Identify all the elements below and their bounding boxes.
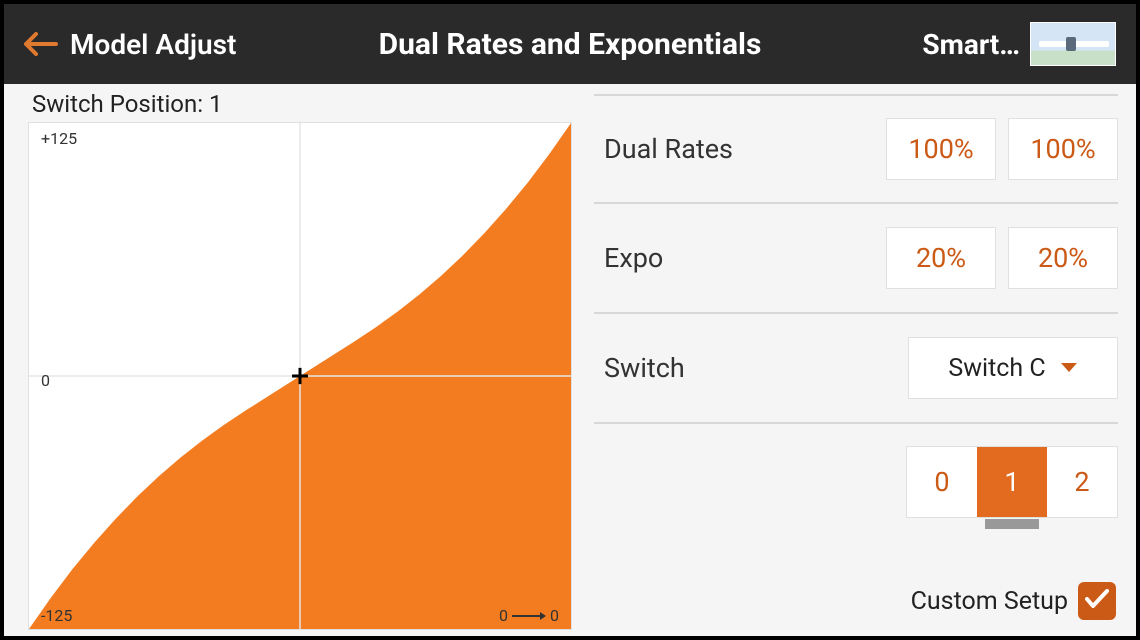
expo-label: Expo (594, 242, 874, 274)
settings-panel: Dual Rates 100% 100% Expo 20% 20% Switch… (584, 84, 1136, 636)
content: Switch Position: 1 +125 0 -125 0 0 Dual … (4, 84, 1136, 636)
back-label[interactable]: Model Adjust (70, 28, 236, 61)
expo-row: Expo 20% 20% (594, 204, 1118, 314)
custom-setup-row: Custom Setup (594, 582, 1118, 626)
dual-rate-right-value[interactable]: 100% (1008, 118, 1118, 180)
switch-position-label: Switch Position: 1 (6, 90, 582, 122)
dual-rates-label: Dual Rates (594, 133, 874, 165)
custom-setup-label: Custom Setup (911, 587, 1068, 616)
caret-down-icon (1060, 358, 1078, 379)
expo-right-value[interactable]: 20% (1008, 227, 1118, 289)
y-axis-bottom-label: -125 (41, 606, 72, 625)
back-arrow-icon[interactable] (24, 32, 58, 56)
checkmark-icon (1085, 586, 1109, 616)
page-title: Dual Rates and Exponentials (379, 27, 762, 62)
y-axis-top-label: +125 (41, 129, 77, 148)
model-thumbnail[interactable] (1030, 22, 1116, 66)
dual-rates-row: Dual Rates 100% 100% (594, 94, 1118, 204)
header-right: Smart… (922, 22, 1116, 66)
y-axis-mid-label: 0 (41, 371, 50, 390)
expo-curve-svg (29, 123, 571, 629)
switch-select-value: Switch C (948, 354, 1045, 383)
expo-chart: +125 0 -125 0 0 (28, 122, 572, 630)
chart-panel: Switch Position: 1 +125 0 -125 0 0 (4, 84, 584, 636)
position-0[interactable]: 0 (907, 447, 977, 517)
position-segmented-control: 0 1 2 (906, 446, 1118, 518)
x-axis-indicator: 0 0 (499, 606, 559, 625)
expo-left-value[interactable]: 20% (886, 227, 996, 289)
position-1[interactable]: 1 (977, 447, 1047, 517)
switch-select[interactable]: Switch C (908, 337, 1118, 399)
model-name[interactable]: Smart… (922, 28, 1020, 61)
position-2[interactable]: 2 (1047, 447, 1117, 517)
custom-setup-checkbox[interactable] (1078, 582, 1116, 620)
switch-row: Switch Switch C (594, 314, 1118, 424)
dual-rate-left-value[interactable]: 100% (886, 118, 996, 180)
switch-label: Switch (594, 352, 908, 384)
position-indicator (985, 519, 1039, 529)
header-bar: Model Adjust Dual Rates and Exponentials… (4, 4, 1136, 84)
